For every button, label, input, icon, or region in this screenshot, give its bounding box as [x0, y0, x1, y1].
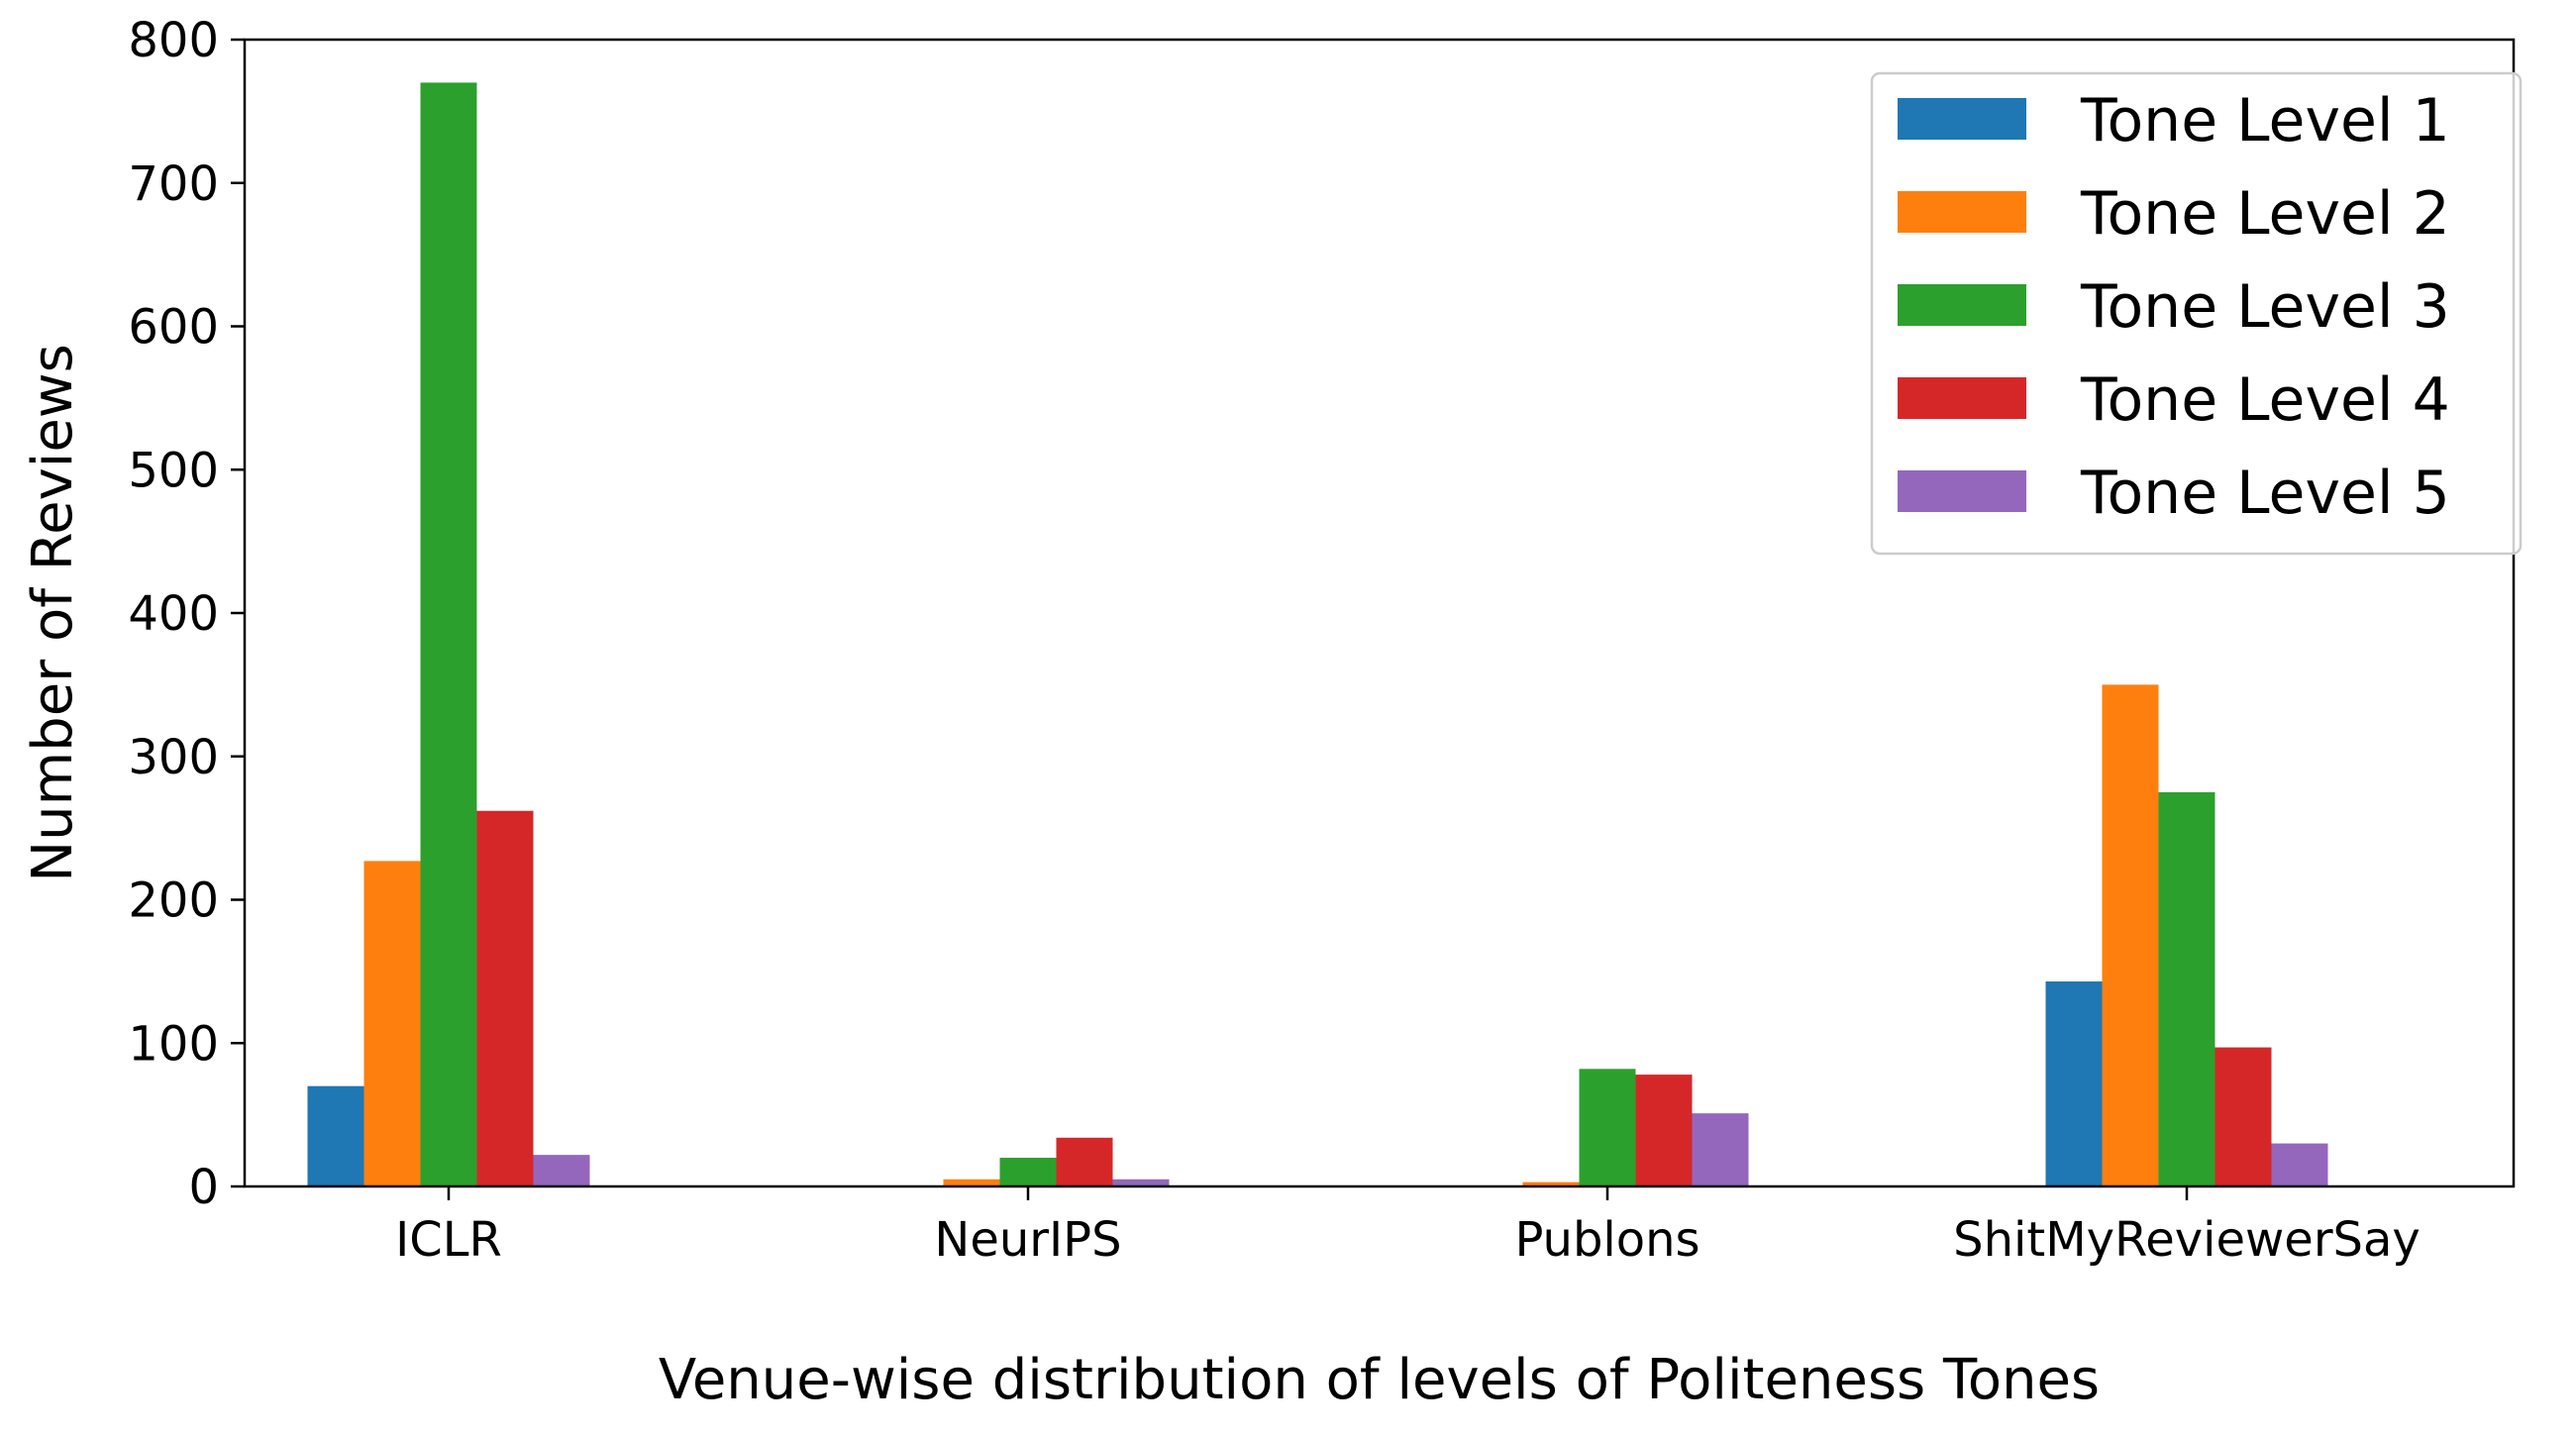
legend-swatch	[1898, 284, 2026, 326]
x-tick-label: ShitMyReviewerSay	[1953, 1212, 2421, 1268]
legend-label: Tone Level 2	[2080, 179, 2450, 249]
bar-shitmyreviewersay-tone-level-4	[2215, 1047, 2272, 1186]
legend-swatch	[1898, 377, 2026, 419]
bar-neurips-tone-level-2	[943, 1179, 1000, 1186]
y-axis-label: Number of Reviews	[21, 344, 85, 882]
legend: Tone Level 1 Tone Level 2 Tone Level 3 Tone…	[1870, 71, 2523, 556]
y-tick-label: 600	[128, 300, 219, 356]
y-tick-label: 100	[128, 1016, 219, 1072]
bar-shitmyreviewersay-tone-level-3	[2158, 791, 2215, 1186]
bar-publons-tone-level-2	[1522, 1181, 1580, 1186]
bars-layer	[307, 82, 2328, 1186]
legend-label: Tone Level 4	[2080, 365, 2450, 435]
x-tick-label: Publons	[1514, 1212, 1700, 1268]
bar-neurips-tone-level-3	[999, 1158, 1057, 1186]
legend-label: Tone Level 5	[2080, 459, 2450, 528]
legend-swatch	[1898, 470, 2026, 512]
y-axis-ticks: 0 100 200 300 400 500 600 700 800	[128, 13, 245, 1215]
bar-shitmyreviewersay-tone-level-1	[2045, 981, 2103, 1186]
bar-publons-tone-level-5	[1692, 1113, 1749, 1186]
bar-neurips-tone-level-4	[1056, 1137, 1113, 1186]
bar-neurips-tone-level-5	[1112, 1179, 1170, 1186]
x-axis-ticks: ICLR NeurIPS Publons ShitMyReviewerSay	[395, 1186, 2421, 1268]
plot-area-frame	[243, 38, 2516, 1188]
x-axis-label: Venue-wise distribution of levels of Pol…	[659, 1348, 2100, 1412]
legend-swatch	[1898, 191, 2026, 233]
bar-iclr-tone-level-1	[307, 1085, 364, 1186]
y-tick-label: 300	[128, 730, 219, 785]
legend-label: Tone Level 1	[2080, 86, 2450, 155]
bar-publons-tone-level-4	[1635, 1075, 1693, 1186]
legend-box	[1870, 71, 2523, 556]
bar-publons-tone-level-3	[1579, 1069, 1636, 1186]
y-tick-label: 800	[128, 13, 219, 68]
y-tick-label: 500	[128, 443, 219, 498]
y-tick-label: 700	[128, 156, 219, 212]
bar-shitmyreviewersay-tone-level-2	[2102, 684, 2159, 1186]
x-tick-label: ICLR	[395, 1212, 502, 1268]
y-tick-label: 400	[128, 586, 219, 642]
bar-iclr-tone-level-2	[363, 861, 421, 1186]
bar-shitmyreviewersay-tone-level-5	[2271, 1143, 2328, 1186]
y-tick-label: 200	[128, 873, 219, 929]
bar-iclr-tone-level-5	[533, 1155, 590, 1186]
bar-iclr-tone-level-3	[420, 82, 477, 1186]
legend-label: Tone Level 3	[2080, 272, 2450, 342]
y-tick-label: 0	[188, 1160, 219, 1215]
legend-swatch	[1898, 98, 2026, 140]
bar-iclr-tone-level-4	[476, 810, 534, 1186]
x-tick-label: NeurIPS	[934, 1212, 1121, 1268]
